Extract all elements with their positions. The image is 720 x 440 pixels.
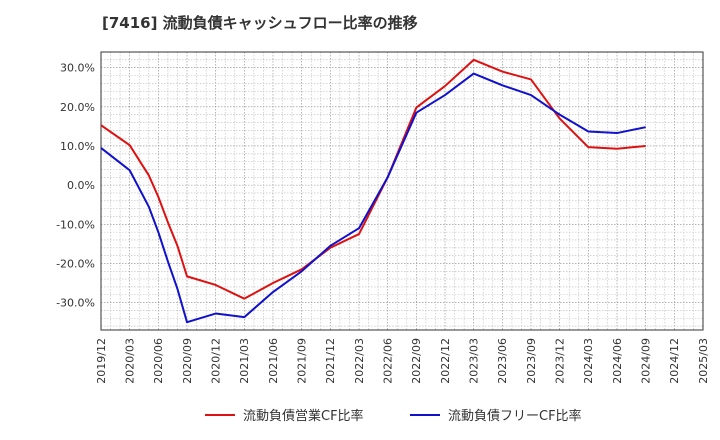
x-tick-label: 2019/12 bbox=[95, 338, 108, 384]
y-tick-label: -10.0% bbox=[56, 218, 95, 231]
x-tick-label: 2020/09 bbox=[181, 338, 194, 384]
chart-title: [7416] 流動負債キャッシュフロー比率の推移 bbox=[102, 14, 418, 32]
x-tick-label: 2024/06 bbox=[611, 338, 624, 384]
x-tick-label: 2021/03 bbox=[238, 338, 251, 384]
plot-area bbox=[101, 52, 703, 330]
y-tick-label: 30.0% bbox=[60, 62, 95, 75]
x-tick-label: 2024/12 bbox=[668, 338, 681, 384]
x-tick-label: 2025/03 bbox=[697, 338, 710, 384]
x-tick-label: 2021/12 bbox=[324, 338, 337, 384]
series-line-1 bbox=[100, 58, 646, 300]
y-tick-label: -20.0% bbox=[56, 257, 95, 270]
x-tick-label: 2020/12 bbox=[210, 338, 223, 384]
x-tick-label: 2023/09 bbox=[525, 338, 538, 384]
x-tick-label: 2020/06 bbox=[152, 338, 165, 384]
x-tick-label: 2022/06 bbox=[382, 338, 395, 384]
legend-label-2: 流動負債フリーCF比率 bbox=[448, 408, 582, 424]
series-line-2 bbox=[100, 72, 646, 324]
x-tick-label: 2020/03 bbox=[124, 338, 137, 384]
x-tick-label: 2024/09 bbox=[640, 338, 653, 384]
y-tick-label: 10.0% bbox=[60, 140, 95, 153]
y-tick-label: 0.0% bbox=[67, 179, 95, 192]
x-tick-label: 2023/03 bbox=[468, 338, 481, 384]
x-tick-label: 2022/09 bbox=[410, 338, 423, 384]
legend-label-1: 流動負債営業CF比率 bbox=[243, 408, 364, 424]
y-tick-label: 20.0% bbox=[60, 101, 95, 114]
x-tick-label: 2024/03 bbox=[582, 338, 595, 384]
x-tick-label: 2021/06 bbox=[267, 338, 280, 384]
x-tick-label: 2022/12 bbox=[439, 338, 452, 384]
x-tick-label: 2023/06 bbox=[496, 338, 509, 384]
x-tick-label: 2022/03 bbox=[353, 338, 366, 384]
plot-frame bbox=[100, 51, 704, 331]
y-tick-label: -30.0% bbox=[56, 297, 95, 310]
x-tick-label: 2021/09 bbox=[296, 338, 309, 384]
x-tick-label: 2023/12 bbox=[554, 338, 567, 384]
